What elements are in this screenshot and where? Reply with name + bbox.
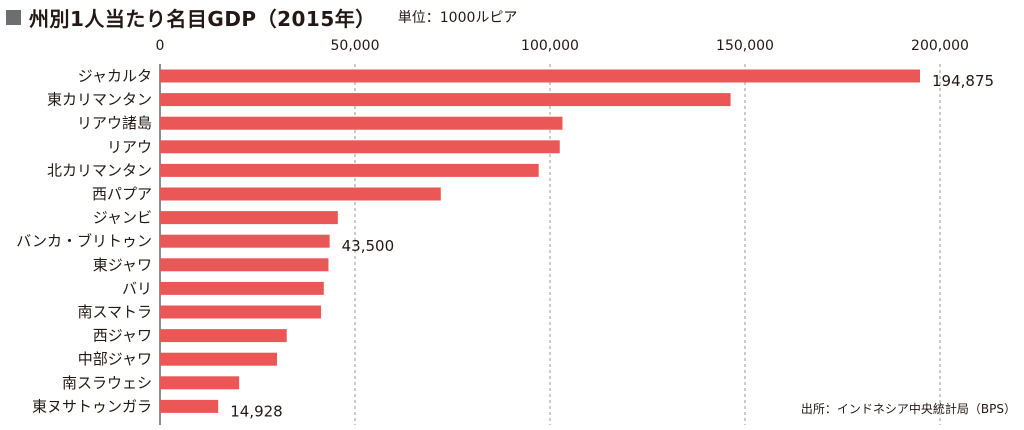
title-square-icon bbox=[6, 9, 21, 25]
category-label: バリ bbox=[122, 279, 152, 297]
category-label: 西パプア bbox=[92, 185, 152, 203]
x-tick-label: 200,000 bbox=[911, 38, 969, 54]
category-label: 東カリマンタン bbox=[47, 91, 152, 109]
x-tick-label: 50,000 bbox=[331, 38, 380, 54]
category-label: ジャンビ bbox=[93, 209, 152, 227]
bar bbox=[160, 211, 338, 225]
source-note: 出所：インドネシア中央統計局（BPS） bbox=[800, 402, 1016, 416]
bar bbox=[160, 258, 329, 272]
data-label: 194,875 bbox=[932, 72, 994, 90]
category-label: 南スラウェシ bbox=[62, 374, 152, 392]
bar bbox=[160, 234, 330, 248]
bar bbox=[160, 376, 240, 390]
bar bbox=[160, 116, 563, 130]
data-label: 14,928 bbox=[230, 402, 282, 420]
bar bbox=[160, 187, 441, 201]
category-label: 南スマトラ bbox=[77, 303, 152, 321]
bar bbox=[160, 305, 322, 319]
x-tick-label: 100,000 bbox=[521, 38, 579, 54]
bar bbox=[160, 140, 560, 154]
category-label: 西ジャワ bbox=[93, 327, 152, 345]
bar bbox=[160, 69, 921, 83]
data-label: 43,500 bbox=[342, 237, 395, 255]
bar bbox=[160, 93, 731, 107]
chart-header: 州別1人当たり名目GDP（2015年） 単位：1000ルピア bbox=[6, 4, 518, 31]
category-label: 東ヌサトゥンガラ bbox=[32, 397, 152, 415]
bar bbox=[160, 352, 277, 366]
category-label: バンカ・ブリトゥン bbox=[16, 232, 152, 250]
category-label: ジャカルタ bbox=[78, 67, 152, 85]
category-label: リアウ bbox=[107, 138, 152, 156]
chart-title: 州別1人当たり名目GDP（2015年） bbox=[29, 6, 376, 31]
bar bbox=[160, 399, 219, 413]
x-tick-label: 0 bbox=[156, 38, 165, 54]
category-label: 中部ジャワ bbox=[78, 350, 152, 368]
category-label: 東ジャワ bbox=[93, 256, 152, 274]
category-label: リアウ諸島 bbox=[77, 114, 152, 132]
bar bbox=[160, 281, 324, 295]
x-tick-label: 150,000 bbox=[716, 38, 774, 54]
category-label: 北カリマンタン bbox=[47, 161, 152, 179]
bar bbox=[160, 329, 287, 343]
unit-label: 単位：1000ルピア bbox=[397, 10, 518, 26]
bar bbox=[160, 163, 539, 177]
